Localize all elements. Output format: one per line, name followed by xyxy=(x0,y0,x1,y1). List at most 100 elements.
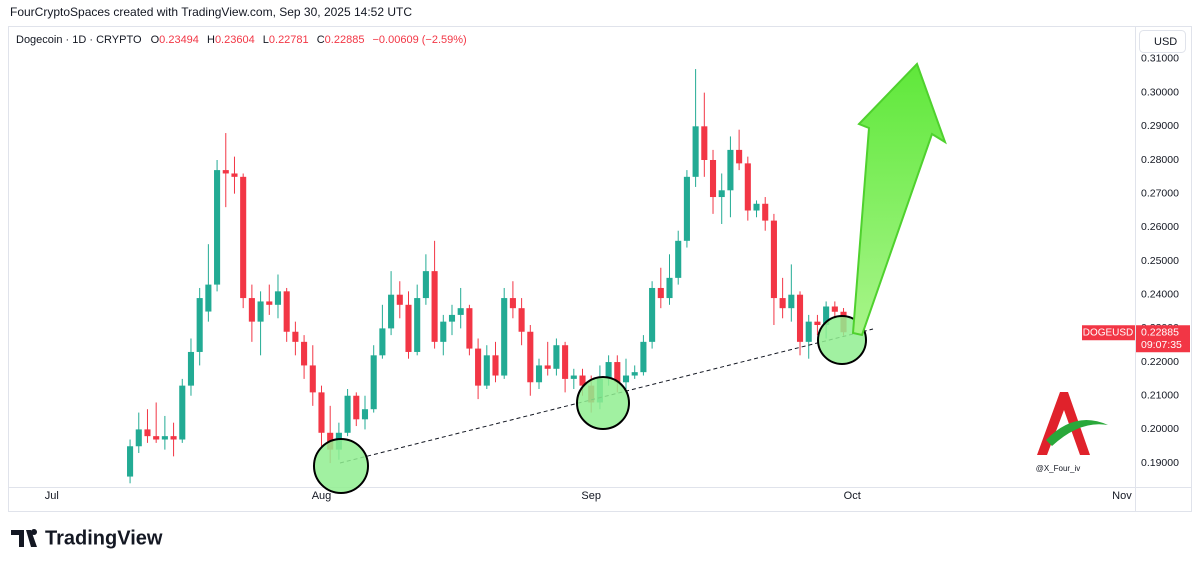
countdown: 09:07:35 xyxy=(1141,339,1182,351)
y-tick-label: 0.25000 xyxy=(1141,255,1179,267)
candle-body xyxy=(544,365,551,369)
candle-body xyxy=(666,277,673,299)
candle-body xyxy=(509,298,516,309)
candle-body xyxy=(309,365,316,393)
candle-body xyxy=(292,331,299,342)
candle-body xyxy=(736,149,743,164)
y-tick-label: 0.26000 xyxy=(1141,221,1179,233)
support-circle xyxy=(313,438,369,494)
candle-body xyxy=(144,429,151,437)
close-label: C xyxy=(317,34,325,46)
candle-body xyxy=(622,375,630,383)
symbol-label: DOGEUSD xyxy=(1083,327,1134,338)
candle-body xyxy=(762,203,769,221)
candle-body xyxy=(466,308,473,349)
candle-body xyxy=(770,220,777,299)
candle-body xyxy=(448,314,456,322)
candle-body xyxy=(475,348,482,386)
candle-body xyxy=(414,298,421,352)
up-arrow xyxy=(851,62,947,337)
currency-button[interactable] xyxy=(1139,30,1186,53)
candle-body xyxy=(344,395,351,433)
candle-body xyxy=(153,436,160,440)
candle-body xyxy=(205,284,212,312)
candle-body xyxy=(396,294,403,305)
y-tick-label: 0.21000 xyxy=(1141,390,1179,402)
close-value: 0.22885 xyxy=(325,34,365,46)
last-price-label: 0.22885 xyxy=(1141,327,1179,339)
candle-body xyxy=(631,372,638,376)
candle-body xyxy=(727,149,734,191)
candle-body xyxy=(614,362,621,383)
candle-body xyxy=(518,308,525,332)
open-label: O xyxy=(151,34,160,46)
candle-body xyxy=(301,341,308,366)
candle-body xyxy=(657,287,664,299)
annotations xyxy=(313,62,947,494)
candle-body xyxy=(240,176,247,299)
candle-body xyxy=(501,298,508,376)
symbol-label-box xyxy=(1082,325,1135,341)
candle-body xyxy=(457,308,464,315)
candle-body xyxy=(570,375,577,379)
candle-body xyxy=(692,126,699,177)
candle-body xyxy=(709,159,717,198)
logo-swoosh xyxy=(1046,420,1108,446)
candle-body xyxy=(214,170,221,285)
candle-body xyxy=(422,271,429,299)
candle-body xyxy=(135,429,142,447)
logo-watermark: @X_Four_iv xyxy=(1036,392,1108,473)
high-value: 0.23604 xyxy=(215,34,255,46)
candle-body xyxy=(718,190,725,198)
footer-brand: TradingView xyxy=(45,527,163,549)
footer-logo: TradingView xyxy=(11,527,163,549)
low-label: L xyxy=(263,34,269,46)
candle-body xyxy=(127,446,134,477)
candle-body xyxy=(179,385,186,440)
candle-body xyxy=(283,291,290,332)
watermark: @X_Four_iv xyxy=(1036,464,1081,473)
candle-body xyxy=(196,298,203,352)
candle-body xyxy=(796,294,804,342)
candle-body xyxy=(431,271,438,342)
candle-body xyxy=(683,176,690,241)
candle-body xyxy=(675,240,682,278)
candle-body xyxy=(353,395,360,420)
y-tick-label: 0.29000 xyxy=(1141,120,1179,132)
candle-body xyxy=(562,345,569,379)
y-tick-label: 0.28000 xyxy=(1141,154,1179,166)
candle-body xyxy=(388,294,395,329)
candle-body xyxy=(605,362,612,379)
candle-body xyxy=(744,163,751,211)
candle-body xyxy=(579,375,586,386)
y-tick-label: 0.31000 xyxy=(1141,53,1179,65)
y-tick-label: 0.24000 xyxy=(1141,288,1179,300)
candle-body xyxy=(553,345,560,369)
x-tick-label: Nov xyxy=(1112,490,1132,502)
candle-body xyxy=(492,355,499,376)
candle-body xyxy=(231,173,238,177)
x-tick-label: Sep xyxy=(581,490,601,502)
candle-body xyxy=(161,436,168,440)
x-tick-label: Aug xyxy=(312,490,332,502)
candle-body xyxy=(266,301,273,305)
candle-body xyxy=(248,298,255,322)
candle-body xyxy=(527,331,534,383)
currency[interactable]: USD xyxy=(1154,36,1177,48)
high-label: H xyxy=(207,34,215,46)
tv-icon xyxy=(11,529,38,547)
candle-body xyxy=(788,294,795,309)
y-tick-label: 0.20000 xyxy=(1141,423,1179,435)
candle-body xyxy=(187,351,195,386)
header-caption: FourCryptoSpaces created with TradingVie… xyxy=(10,5,412,19)
symbol-title: Dogecoin · 1D · CRYPTO xyxy=(16,34,142,46)
y-tick-label: 0.19000 xyxy=(1141,457,1179,469)
price-label-box xyxy=(1136,325,1190,353)
x-tick-label: Oct xyxy=(844,490,861,502)
candle-body xyxy=(274,291,282,305)
candle-body xyxy=(222,170,229,174)
candle-body xyxy=(823,306,830,326)
legend: Dogecoin · 1D · CRYPTO O0.23494 H0.23604… xyxy=(16,34,467,46)
